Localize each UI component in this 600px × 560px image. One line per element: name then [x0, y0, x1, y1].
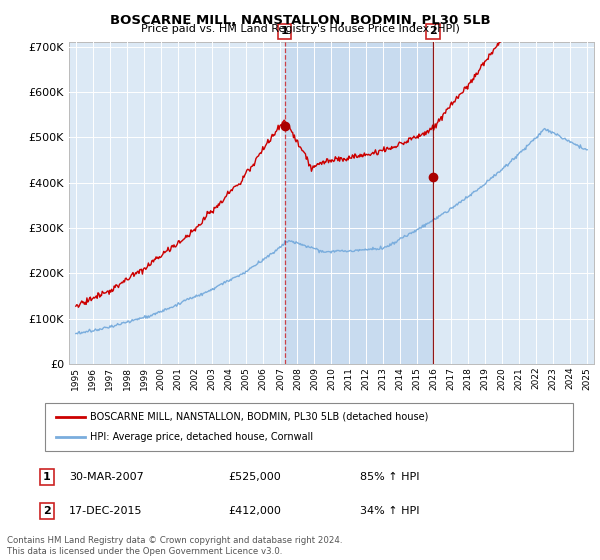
Bar	[284, 42, 433, 364]
Text: HPI: Average price, detached house, Cornwall: HPI: Average price, detached house, Corn…	[90, 432, 313, 442]
Text: BOSCARNE MILL, NANSTALLON, BODMIN, PL30 5LB: BOSCARNE MILL, NANSTALLON, BODMIN, PL30 …	[110, 14, 490, 27]
Text: 2: 2	[429, 26, 437, 36]
Text: BOSCARNE MILL, NANSTALLON, BODMIN, PL30 5LB (detached house): BOSCARNE MILL, NANSTALLON, BODMIN, PL30 …	[90, 412, 428, 422]
Text: Price paid vs. HM Land Registry's House Price Index (HPI): Price paid vs. HM Land Registry's House …	[140, 24, 460, 34]
Text: 30-MAR-2007: 30-MAR-2007	[69, 472, 144, 482]
Text: 85% ↑ HPI: 85% ↑ HPI	[360, 472, 419, 482]
Text: £525,000: £525,000	[228, 472, 281, 482]
Text: 1: 1	[281, 26, 289, 36]
Text: £412,000: £412,000	[228, 506, 281, 516]
Text: Contains HM Land Registry data © Crown copyright and database right 2024.
This d: Contains HM Land Registry data © Crown c…	[7, 536, 343, 556]
FancyBboxPatch shape	[45, 403, 573, 451]
Text: 17-DEC-2015: 17-DEC-2015	[69, 506, 143, 516]
Text: 1: 1	[43, 472, 50, 482]
Text: 34% ↑ HPI: 34% ↑ HPI	[360, 506, 419, 516]
Text: 2: 2	[43, 506, 50, 516]
